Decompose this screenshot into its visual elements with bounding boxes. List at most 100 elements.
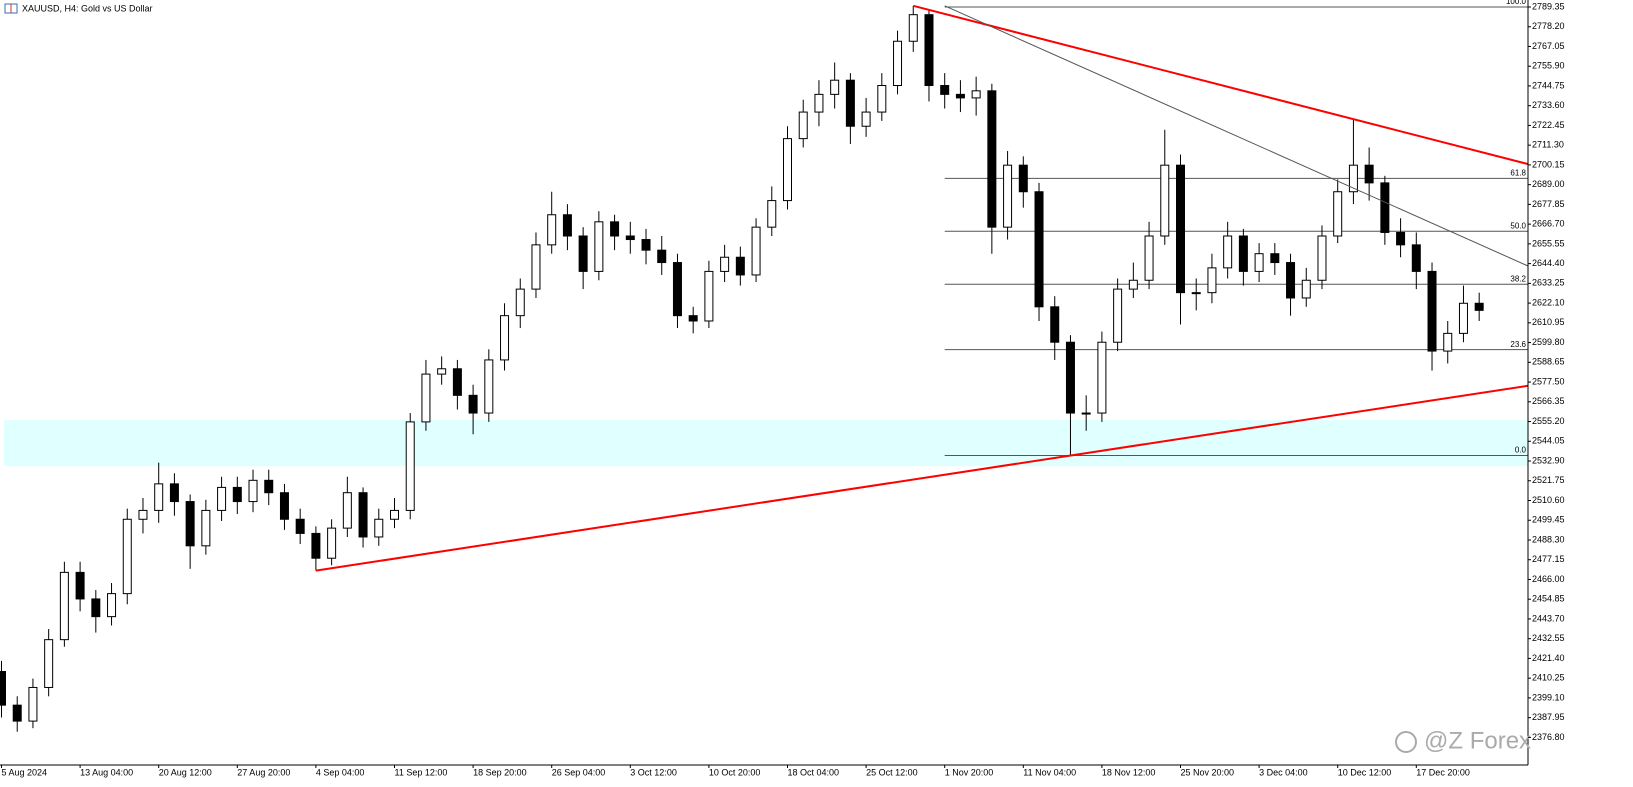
candle-body xyxy=(342,492,352,529)
price-label: 2432.55 xyxy=(1532,633,1565,643)
price-label: 2477.15 xyxy=(1532,554,1565,564)
time-label: 18 Nov 12:00 xyxy=(1102,767,1156,777)
candle-body xyxy=(893,40,903,87)
candle-body xyxy=(955,93,965,99)
candle-body xyxy=(500,315,510,361)
price-label: 2421.40 xyxy=(1532,653,1565,663)
trendline xyxy=(315,384,1529,572)
candle-body xyxy=(91,598,101,618)
price-label: 2454.85 xyxy=(1532,594,1565,604)
candle-body xyxy=(0,671,6,706)
watermark-logo xyxy=(1395,731,1417,753)
price-label: 2566.35 xyxy=(1532,396,1565,406)
candle-body xyxy=(452,368,462,396)
candle-body xyxy=(1270,253,1280,264)
candle-body xyxy=(1348,164,1358,193)
candle-body xyxy=(1223,235,1233,269)
time-label: 11 Sep 12:00 xyxy=(395,767,448,777)
price-label: 2744.75 xyxy=(1532,80,1565,90)
fib-label: 0.0 xyxy=(1515,446,1527,455)
price-label: 2733.60 xyxy=(1532,100,1565,110)
price-label: 2677.85 xyxy=(1532,199,1565,209)
price-label: 2510.60 xyxy=(1532,495,1565,505)
candle-body xyxy=(122,518,132,595)
price-label: 2577.50 xyxy=(1532,376,1565,386)
candle-body xyxy=(720,256,730,272)
time-label: 26 Sep 04:00 xyxy=(552,767,606,777)
candle-body xyxy=(1380,182,1390,233)
candle-body xyxy=(1128,279,1138,290)
candle-body xyxy=(295,518,305,534)
price-label: 2599.80 xyxy=(1532,337,1565,347)
price-label: 2633.25 xyxy=(1532,278,1565,288)
candle-body xyxy=(814,93,824,113)
price-label: 2610.95 xyxy=(1532,317,1565,327)
time-label: 13 Aug 04:00 xyxy=(80,767,133,777)
plot-area: 100.0 61.8 50.0 38.2 23.6 0.0 xyxy=(0,0,1529,732)
logo-ring xyxy=(1395,731,1417,753)
price-label: 2767.05 xyxy=(1532,41,1565,51)
candle-body xyxy=(578,235,588,272)
price-label: 2466.00 xyxy=(1532,574,1565,584)
candle-body xyxy=(1176,164,1185,294)
candle-body xyxy=(1364,164,1374,184)
candle-body xyxy=(138,509,148,520)
candle-body xyxy=(1396,231,1406,246)
candle-body xyxy=(468,394,478,414)
price-label: 2711.30 xyxy=(1532,140,1564,150)
time-label: 27 Aug 20:00 xyxy=(237,767,290,777)
candle-body xyxy=(940,85,950,95)
candle-body xyxy=(217,486,227,511)
candle-body xyxy=(1458,302,1468,334)
candle-body xyxy=(1113,288,1123,343)
price-label: 2789.35 xyxy=(1532,1,1565,11)
price-label: 2499.45 xyxy=(1532,515,1565,525)
candle-body xyxy=(704,270,714,322)
time-label: 20 Aug 12:00 xyxy=(159,767,212,777)
candle-body xyxy=(1286,262,1296,299)
price-label: 2532.90 xyxy=(1532,455,1565,465)
price-label: 2778.20 xyxy=(1532,21,1565,31)
candle-body xyxy=(641,239,651,251)
candle-body xyxy=(1191,292,1201,295)
time-label: 25 Oct 12:00 xyxy=(866,767,918,777)
price-label: 2443.70 xyxy=(1532,613,1565,623)
time-label: 3 Dec 04:00 xyxy=(1259,767,1308,777)
candle-body xyxy=(688,315,698,322)
chart-title: XAUUSD, H4: Gold vs US Dollar xyxy=(22,3,153,13)
candle-body xyxy=(594,221,604,272)
candle-body xyxy=(1443,332,1453,352)
candle-body xyxy=(185,501,195,547)
candle-body xyxy=(44,639,54,688)
candle-body xyxy=(908,14,918,42)
candle-body xyxy=(75,571,85,600)
candle-body xyxy=(311,532,321,559)
candle-body xyxy=(1333,191,1343,237)
candle-body xyxy=(987,90,997,228)
fib-label: 61.8 xyxy=(1510,168,1526,177)
time-label: 5 Aug 2024 xyxy=(2,767,48,777)
price-label: 2399.10 xyxy=(1532,692,1565,702)
trendline xyxy=(913,4,1529,166)
candle-body xyxy=(1081,412,1091,415)
candle-body xyxy=(437,368,447,375)
candle-body xyxy=(1207,267,1217,294)
fib-label: 50.0 xyxy=(1510,221,1526,230)
support-zone xyxy=(4,420,1528,467)
candle-body xyxy=(264,479,274,494)
candle-body xyxy=(861,111,871,127)
price-label: 2521.75 xyxy=(1532,475,1565,485)
candle-body xyxy=(924,14,934,87)
time-label: 18 Oct 04:00 xyxy=(788,767,840,777)
time-label: 4 Sep 04:00 xyxy=(316,767,365,777)
candle-body xyxy=(1238,235,1248,272)
candle-body xyxy=(405,421,415,511)
candle-body xyxy=(59,571,69,641)
candle-body xyxy=(1254,253,1264,272)
candle-body xyxy=(515,288,525,317)
candle-body xyxy=(374,518,384,538)
candle-body xyxy=(783,138,792,202)
price-label: 2588.65 xyxy=(1532,357,1565,367)
candle-body xyxy=(1160,164,1170,237)
